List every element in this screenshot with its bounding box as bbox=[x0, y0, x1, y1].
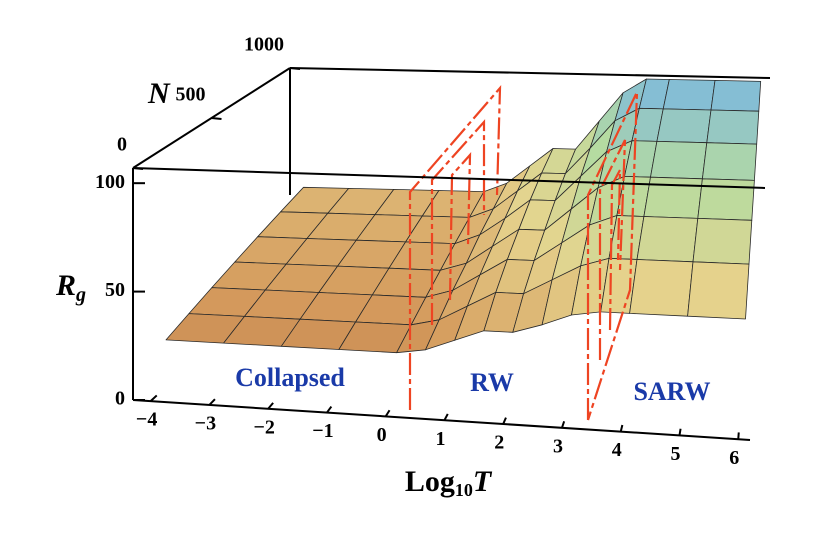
boundary-frame bbox=[608, 169, 622, 331]
x-axis-title-var: T bbox=[473, 465, 493, 498]
x-tick bbox=[149, 394, 158, 402]
y-tick-label: 0 bbox=[117, 134, 127, 156]
x-tick bbox=[561, 421, 566, 429]
surface bbox=[165, 78, 762, 354]
x-tick-label: 3 bbox=[553, 435, 563, 457]
z-tick-label: 0 bbox=[115, 388, 125, 410]
box-edge bbox=[132, 399, 751, 441]
x-tick-label: 4 bbox=[612, 439, 622, 461]
boundary-frames bbox=[408, 84, 639, 421]
box-edge bbox=[289, 67, 771, 79]
x-axis-title-sub: 10 bbox=[455, 480, 473, 500]
z-axis-title: Rg bbox=[55, 269, 86, 306]
z-axis-title-sub: g bbox=[75, 284, 86, 306]
boundary-frame bbox=[430, 119, 486, 325]
surface-patch bbox=[687, 261, 750, 320]
x-tick bbox=[678, 428, 682, 436]
x-tick bbox=[208, 398, 216, 406]
y-tick bbox=[211, 117, 222, 120]
x-tick bbox=[267, 402, 274, 410]
x-tick bbox=[502, 417, 507, 425]
x-tick bbox=[384, 409, 391, 417]
x-tick-label: −4 bbox=[136, 409, 157, 431]
surface-patch bbox=[710, 80, 762, 112]
y-axis-title: N bbox=[147, 77, 171, 110]
x-tick-label: 1 bbox=[435, 428, 445, 450]
x-tick-label: 6 bbox=[729, 447, 739, 469]
y-tick bbox=[132, 167, 144, 170]
boundary-frame bbox=[408, 84, 502, 410]
surface-patch bbox=[636, 216, 699, 263]
x-tick bbox=[443, 413, 449, 421]
boundary-frame bbox=[586, 91, 639, 421]
region-label: SARW bbox=[633, 377, 710, 406]
x-tick-label: −2 bbox=[253, 416, 274, 438]
x-axis-title-base: Log bbox=[405, 465, 455, 498]
surface-patch bbox=[643, 176, 703, 219]
x-tick bbox=[326, 405, 333, 414]
surface-patch bbox=[629, 259, 694, 317]
y-tick-label: 500 bbox=[176, 84, 206, 106]
surface-patch bbox=[697, 178, 755, 221]
box-edge bbox=[132, 167, 766, 189]
region-label: Collapsed bbox=[235, 363, 345, 392]
surface-patch bbox=[662, 79, 716, 111]
x-tick bbox=[737, 432, 740, 440]
boundary-frame bbox=[598, 139, 627, 360]
x-tick-label: 0 bbox=[377, 424, 387, 446]
x-tick-label: −1 bbox=[312, 420, 333, 442]
x-tick bbox=[619, 424, 624, 432]
x-tick-label: −3 bbox=[195, 413, 216, 435]
y-tick-label: 1000 bbox=[244, 34, 284, 56]
region-label: RW bbox=[470, 368, 514, 397]
surface-patch bbox=[656, 108, 712, 144]
z-tick-label: 100 bbox=[95, 171, 125, 193]
surface-patch bbox=[702, 142, 758, 181]
boundary-frame bbox=[448, 152, 472, 301]
surface-patch bbox=[706, 109, 760, 145]
z-tick-label: 50 bbox=[105, 279, 125, 301]
x-tick-label: 5 bbox=[670, 443, 680, 465]
box-front bbox=[132, 167, 766, 441]
y-tick bbox=[289, 67, 301, 70]
surface-patch bbox=[692, 217, 753, 265]
surface-patch bbox=[650, 140, 708, 180]
x-axis-title: Log10T bbox=[405, 465, 493, 500]
z-axis-title-base: R bbox=[55, 269, 76, 302]
x-tick-label: 2 bbox=[494, 432, 504, 454]
